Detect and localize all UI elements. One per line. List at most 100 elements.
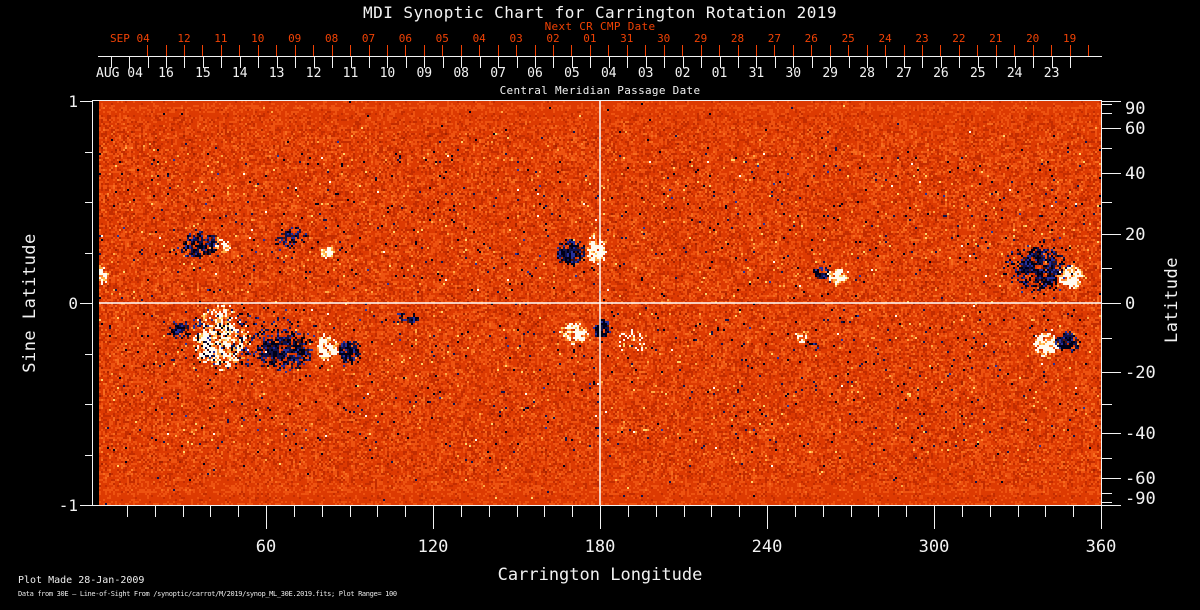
next-cr-tick <box>442 45 444 56</box>
cmp-date-tick <box>129 57 131 68</box>
cmp-date-tick <box>1033 57 1035 68</box>
longitude-minor-tick <box>711 505 713 517</box>
next-cr-tick <box>423 45 425 56</box>
cmp-date-tick <box>682 57 684 68</box>
next-cr-tick <box>220 45 222 56</box>
sine-latitude-tick <box>80 505 92 506</box>
next-cr-day-label: 25 <box>841 32 855 45</box>
cmp-day-label: 24 <box>1006 66 1023 81</box>
next-cr-cmp-axis-title: Next CR CMP Date <box>544 20 656 33</box>
cmp-day-label: 26 <box>933 66 949 81</box>
carrington-longitude-axis-title: Carrington Longitude <box>497 565 703 585</box>
next-cr-tick <box>331 45 333 56</box>
next-cr-tick <box>405 45 407 56</box>
longitude-tick-label: 240 <box>751 537 783 557</box>
top-axis-line <box>98 56 1102 57</box>
latitude-tick <box>1101 202 1112 203</box>
latitude-tick-label: -90 <box>1125 489 1156 509</box>
cmp-day-label: 08 <box>453 66 470 81</box>
plot-box-bottom <box>92 505 1102 506</box>
cmp-day-label: 28 <box>859 66 875 81</box>
latitude-axis-title: Latitude <box>1162 257 1182 343</box>
next-cr-tick <box>1051 45 1053 56</box>
cmp-date-tick <box>940 57 942 68</box>
longitude-major-tick <box>266 505 267 529</box>
next-cr-day-label: 26 <box>804 32 818 45</box>
cmp-day-label: 02 <box>674 66 691 81</box>
longitude-minor-tick <box>321 505 323 517</box>
cmp-day-label: 09 <box>416 66 433 81</box>
cmp-day-label: 30 <box>785 66 802 81</box>
next-cr-tick <box>663 45 665 56</box>
chart-title: MDI Synoptic Chart for Carrington Rotati… <box>363 3 837 22</box>
longitude-minor-tick <box>488 505 490 517</box>
cmp-date-tick <box>516 57 518 68</box>
latitude-tick-label: 40 <box>1125 164 1146 185</box>
cmp-date-tick <box>295 57 297 68</box>
cmp-date-tick <box>627 57 629 68</box>
longitude-tick-label: 360 <box>1085 537 1117 557</box>
longitude-tick-label: 180 <box>584 537 616 557</box>
cmp-day-label: 13 <box>268 66 285 81</box>
longitude-minor-tick <box>238 505 240 517</box>
longitude-minor-tick <box>989 505 991 517</box>
cmp-date-tick <box>664 57 666 68</box>
sine-latitude-tick <box>85 151 92 153</box>
next-cr-tick <box>940 45 942 56</box>
latitude-tick <box>1101 104 1112 106</box>
longitude-major-tick <box>767 505 768 529</box>
next-cr-tick <box>460 45 462 56</box>
cmp-date-tick <box>350 57 352 68</box>
latitude-tick-label: 20 <box>1125 224 1146 245</box>
cmp-day-label: 16 <box>158 66 174 81</box>
longitude-minor-tick <box>460 505 462 517</box>
latitude-tick-label: 90 <box>1125 99 1146 119</box>
cmp-date-tick <box>977 57 979 68</box>
longitude-minor-tick <box>822 505 824 517</box>
cmp-day-label: 25 <box>969 66 986 81</box>
next-cr-tick <box>792 45 794 56</box>
cmp-day-label: 05 <box>564 66 580 81</box>
next-cr-day-label: 06 <box>398 32 413 45</box>
next-cr-day-label: 07 <box>361 32 376 45</box>
cmp-date-tick <box>239 57 241 68</box>
next-cr-tick <box>922 45 923 56</box>
longitude-minor-tick <box>293 505 295 517</box>
longitude-tick-label: 120 <box>417 537 449 557</box>
latitude-tick <box>1101 173 1121 175</box>
cmp-day-label: 14 <box>231 66 248 81</box>
next-cr-tick <box>626 45 628 56</box>
latitude-tick <box>1101 128 1121 130</box>
cmp-date-tick <box>461 57 463 68</box>
latitude-tick <box>1101 505 1121 506</box>
sine-latitude-tick <box>80 101 92 102</box>
next-cr-day-label: 05 <box>435 32 449 45</box>
plot-box-top <box>92 100 1102 101</box>
next-cr-tick <box>719 45 721 56</box>
next-cr-tick <box>774 45 776 56</box>
next-cr-day-label: 08 <box>324 32 339 45</box>
next-cr-tick <box>811 45 813 56</box>
latitude-tick <box>1101 101 1121 102</box>
cmp-date-tick <box>553 57 555 68</box>
longitude-major-tick <box>600 505 601 529</box>
next-cr-day-label: 11 <box>214 32 228 45</box>
cmp-date-tick <box>848 57 850 68</box>
latitude-tick <box>1101 148 1112 150</box>
next-cr-tick <box>368 45 370 56</box>
cmp-day-label: 29 <box>822 66 839 81</box>
next-cr-tick <box>165 45 167 56</box>
cmp-date-tick <box>1051 57 1053 68</box>
longitude-minor-tick <box>794 505 796 517</box>
next-cr-tick <box>1014 45 1016 56</box>
cmp-day-label: 12 <box>305 66 322 81</box>
next-cr-tick <box>257 45 259 56</box>
next-cr-day-label: 30 <box>657 32 671 45</box>
latitude-tick <box>1101 432 1121 434</box>
cmp-date-tick <box>811 57 813 68</box>
next-cr-tick <box>202 45 204 56</box>
cmp-date-tick <box>202 57 204 68</box>
cmp-date-tick <box>904 57 905 68</box>
longitude-minor-tick <box>516 505 518 517</box>
next-cr-day-label: 23 <box>915 32 929 45</box>
